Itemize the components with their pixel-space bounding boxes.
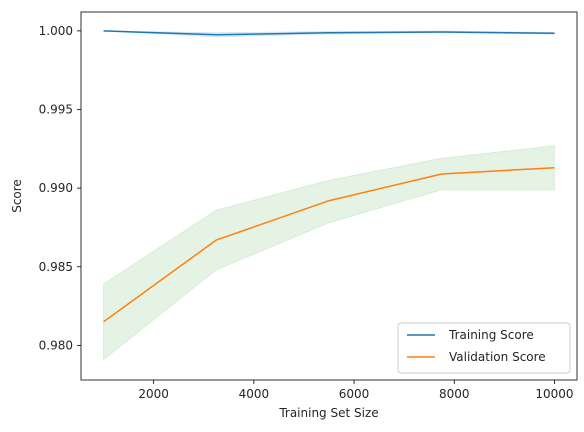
plot-frame (80, 11, 578, 381)
legend-label-training-score: Training Score (448, 328, 534, 342)
y-axis-label: Score (10, 179, 24, 213)
x-tick-label: 10000 (535, 387, 573, 401)
y-tick-label: 0.990 (39, 181, 73, 195)
y-tick-label: 1.000 (39, 24, 73, 38)
y-tick-label: 0.995 (39, 103, 73, 117)
validation-score-line (103, 166, 555, 323)
x-tick-label: 4000 (239, 387, 270, 401)
validation-score-band (103, 145, 555, 361)
x-axis-ticks: 2000 4000 6000 8000 10000 (138, 380, 574, 401)
legend: Training Score Validation Score (397, 322, 571, 374)
legend-label-validation-score: Validation Score (449, 350, 546, 364)
y-tick-label: 0.985 (39, 260, 73, 274)
x-tick-label: 6000 (339, 387, 370, 401)
legend-box (397, 322, 571, 374)
training-score-line (103, 30, 555, 36)
x-tick-label: 2000 (138, 387, 169, 401)
series-lines (103, 30, 555, 323)
y-axis-ticks: 0.980 0.985 0.990 0.995 1.000 (39, 24, 81, 352)
x-axis-label: Training Set Size (278, 406, 378, 420)
x-tick-label: 8000 (439, 387, 470, 401)
y-tick-label: 0.980 (39, 338, 73, 352)
